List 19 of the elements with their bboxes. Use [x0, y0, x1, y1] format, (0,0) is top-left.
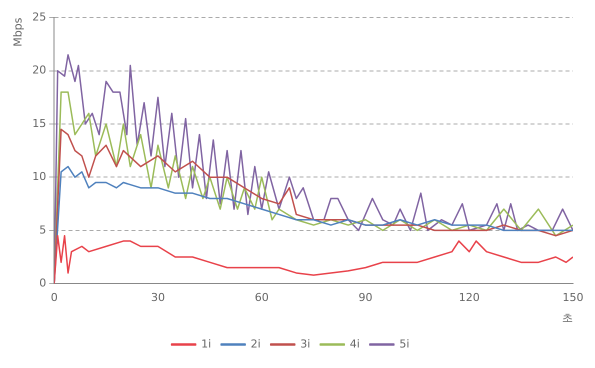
- y-tick-label: 20: [32, 64, 46, 77]
- y-tick-label: 5: [39, 223, 46, 236]
- y-tick-label: 25: [32, 10, 46, 24]
- legend-label: 4i: [350, 337, 360, 350]
- legend-label: 1i: [201, 337, 212, 350]
- legend-label: 3i: [300, 337, 310, 350]
- legend-label: 2i: [250, 337, 261, 350]
- y-tick-label: 10: [32, 170, 46, 184]
- x-axis-title: 초: [562, 311, 573, 324]
- x-tick-label: 30: [150, 291, 165, 304]
- x-tick-label: 150: [562, 291, 584, 304]
- y-axis-title: Mbps: [11, 17, 24, 47]
- x-tick-label: 60: [254, 291, 269, 304]
- legend-label: 5i: [399, 337, 410, 350]
- x-tick-label: 120: [458, 291, 480, 304]
- x-tick-label: 90: [358, 291, 372, 304]
- x-tick-label: 0: [50, 291, 58, 304]
- y-tick-label: 0: [39, 276, 46, 290]
- y-tick-label: 15: [32, 116, 46, 130]
